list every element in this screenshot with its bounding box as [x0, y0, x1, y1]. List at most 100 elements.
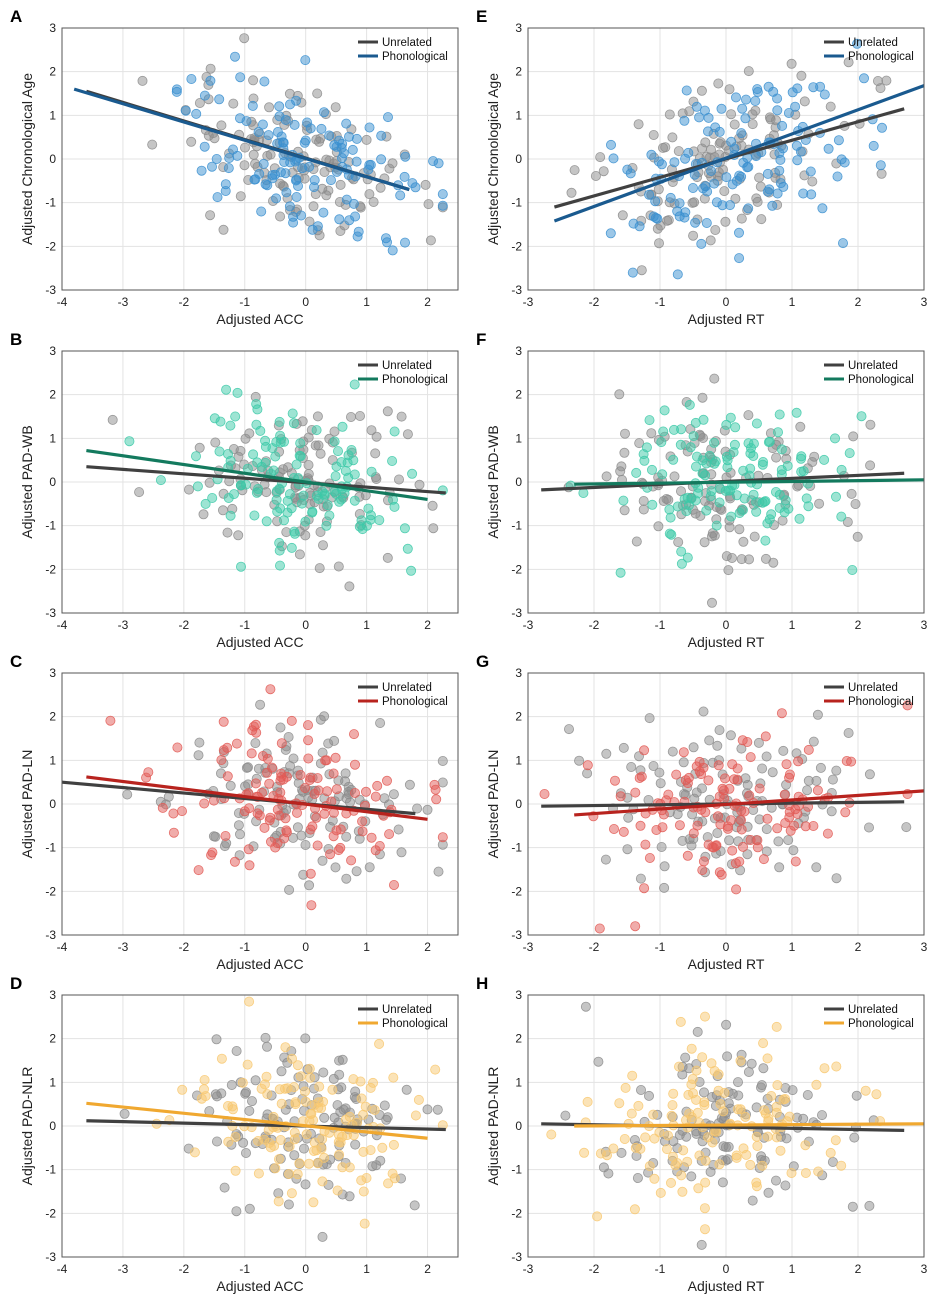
data-point — [223, 1136, 234, 1147]
data-point — [655, 1187, 666, 1198]
data-point — [617, 210, 628, 221]
data-point — [847, 565, 858, 576]
data-point — [412, 803, 423, 814]
data-point — [303, 735, 314, 746]
data-point — [205, 63, 216, 74]
y-tick-label: -2 — [45, 239, 56, 253]
data-point — [317, 1231, 328, 1242]
data-point — [851, 1090, 862, 1101]
data-point — [349, 469, 360, 480]
data-point — [677, 1186, 688, 1197]
data-point — [664, 528, 675, 539]
data-point — [785, 825, 796, 836]
data-point — [368, 196, 379, 207]
data-point — [740, 1111, 751, 1122]
data-point — [698, 414, 709, 425]
data-point — [328, 768, 339, 779]
panel-c: -4 -3 -2 -1 0 1 2-3-2-10123UnrelatedPhonologic… — [10, 652, 459, 972]
data-point — [379, 1100, 390, 1111]
data-point — [295, 438, 306, 449]
data-point — [334, 214, 345, 225]
data-point — [758, 1063, 769, 1074]
data-point — [295, 1071, 306, 1082]
data-point — [627, 1070, 638, 1081]
data-point — [308, 201, 319, 212]
data-point — [813, 1166, 824, 1177]
data-point — [341, 118, 352, 129]
data-point — [700, 1011, 711, 1022]
data-point — [402, 429, 413, 440]
data-point — [774, 147, 785, 158]
panel-letter: D — [10, 974, 22, 993]
data-point — [333, 1137, 344, 1148]
data-point — [348, 729, 359, 740]
data-point — [748, 438, 759, 449]
y-axis-label: Adjusted PAD-NLR — [19, 1067, 35, 1186]
data-point — [582, 760, 593, 771]
data-point — [709, 178, 720, 189]
data-point — [244, 860, 255, 871]
data-point — [792, 155, 803, 166]
data-point — [749, 531, 760, 542]
data-point — [682, 1156, 693, 1167]
y-tick-label: 2 — [515, 65, 522, 79]
data-point — [222, 771, 233, 782]
data-point — [757, 1160, 768, 1171]
data-point — [859, 73, 870, 84]
data-point — [250, 738, 261, 749]
x-tick-label: -3 — [118, 295, 129, 309]
data-point — [811, 862, 822, 873]
data-point — [318, 207, 329, 218]
data-point — [852, 531, 863, 542]
data-point — [654, 767, 665, 778]
data-point — [388, 1072, 399, 1083]
data-point — [742, 162, 753, 173]
data-point — [348, 198, 359, 209]
data-point — [724, 783, 735, 794]
data-point — [714, 791, 725, 802]
data-point — [375, 182, 386, 193]
data-point — [286, 715, 297, 726]
data-point — [211, 1034, 222, 1045]
data-point — [758, 1038, 769, 1049]
x-tick-label: 0 — [723, 618, 730, 632]
data-point — [669, 471, 680, 482]
x-tick-label: -3 — [118, 618, 129, 632]
data-point — [864, 769, 875, 780]
data-point — [640, 1132, 651, 1143]
y-tick-label: -1 — [45, 196, 56, 210]
data-point — [757, 459, 768, 470]
data-point — [688, 742, 699, 753]
data-point — [792, 481, 803, 492]
data-point — [691, 461, 702, 472]
data-point — [714, 1159, 725, 1170]
data-point — [371, 1160, 382, 1171]
data-point — [274, 483, 285, 494]
scatter-points-phonological — [605, 38, 888, 280]
data-point — [349, 788, 360, 799]
x-tick-label: 2 — [424, 1262, 431, 1276]
data-point — [290, 175, 301, 186]
data-point — [688, 828, 699, 839]
data-point — [764, 436, 775, 447]
data-point — [275, 211, 286, 222]
x-tick-label: -3 — [118, 940, 129, 954]
data-point — [284, 489, 295, 500]
data-point — [592, 1211, 603, 1222]
data-point — [807, 176, 818, 187]
data-point — [698, 856, 709, 867]
panel-letter: C — [10, 652, 22, 671]
data-point — [210, 437, 221, 448]
data-point — [291, 807, 302, 818]
data-point — [691, 1128, 702, 1139]
x-tick-label: 2 — [855, 940, 862, 954]
data-point — [257, 119, 268, 130]
x-tick-label: -1 — [239, 940, 250, 954]
data-point — [270, 1163, 281, 1174]
data-point — [225, 420, 236, 431]
data-point — [751, 418, 762, 429]
data-point — [345, 411, 356, 422]
data-point — [286, 1188, 297, 1199]
x-tick-label: -2 — [179, 1262, 190, 1276]
data-point — [762, 1131, 773, 1142]
